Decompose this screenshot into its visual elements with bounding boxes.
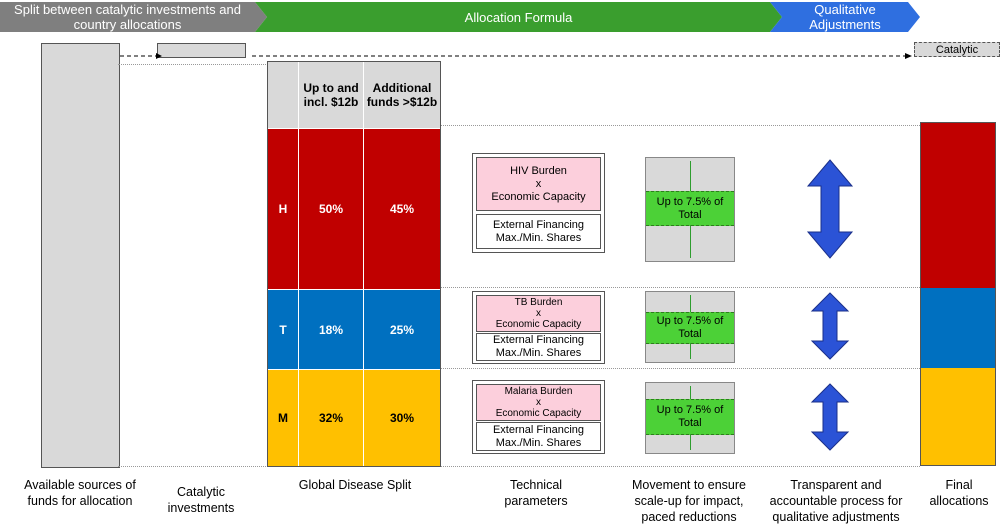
up-line <box>690 161 691 191</box>
double-arrow-icon <box>806 159 854 259</box>
label-transparent-process: Transparent and accountable process for … <box>769 478 903 524</box>
final-segment-tb <box>921 288 995 368</box>
header-chevrons <box>0 2 920 32</box>
up-line <box>690 295 691 312</box>
down-line <box>690 343 691 359</box>
param-box-tb: TB Burden x Economic Capacity External F… <box>472 291 605 364</box>
double-arrow-icon <box>810 292 850 360</box>
times-label: x <box>536 308 541 319</box>
row-m-col2: 30% <box>364 370 440 466</box>
row-h-col2: 45% <box>364 129 440 289</box>
label-movement: Movement to ensure scale-up for impact, … <box>632 478 746 524</box>
burden-label: Malaria Burden <box>504 386 573 397</box>
guide-line <box>441 125 920 126</box>
guide-line <box>441 368 920 369</box>
guide-line <box>118 466 920 467</box>
header-split-label: Split between catalytic investments and … <box>14 2 241 32</box>
times-label: x <box>536 397 541 408</box>
col2-header: Additional funds >$12b <box>364 62 440 128</box>
financing-box: External Financing Max./Min. Shares <box>476 333 601 361</box>
down-line <box>690 434 691 450</box>
disease-split-table <box>267 61 441 467</box>
label-catalytic-investments: Catalytic investments <box>167 485 235 515</box>
double-arrow-icon <box>810 383 850 451</box>
row-t-col1: 18% <box>299 290 363 369</box>
down-line <box>690 225 691 258</box>
row-label-t: T <box>268 290 298 369</box>
burden-box: TB Burden x Economic Capacity <box>476 295 601 332</box>
catalytic-bar <box>157 43 246 58</box>
param-box-malaria: Malaria Burden x Economic Capacity Exter… <box>472 380 605 454</box>
available-sources-bar <box>41 43 120 468</box>
capacity-label: Economic Capacity <box>491 190 586 203</box>
catalytic-arrow <box>120 53 912 59</box>
chevron-split <box>0 2 267 32</box>
final-allocations-bar <box>920 122 996 466</box>
movement-box-tb: Up to 7.5% of Total <box>645 291 735 363</box>
guide-line <box>441 287 920 288</box>
final-segment-malaria <box>921 368 995 465</box>
financing-box: External Financing Max./Min. Shares <box>476 214 601 249</box>
financing-box: External Financing Max./Min. Shares <box>476 422 601 451</box>
label-technical-parameters: Technical parameters <box>504 478 568 508</box>
burden-box: Malaria Burden x Economic Capacity <box>476 384 601 421</box>
row-t-col2: 25% <box>364 290 440 369</box>
guide-line <box>118 64 268 65</box>
label-global-disease-split: Global Disease Split <box>298 478 412 492</box>
times-label: x <box>535 177 542 190</box>
catalytic-tag: Catalytic <box>914 42 1000 57</box>
table-header-blank <box>268 62 298 128</box>
header-qualitative-label: Qualitative Adjustments <box>809 2 881 32</box>
capacity-label: Economic Capacity <box>495 319 582 330</box>
row-label-h: H <box>268 129 298 289</box>
movement-band: Up to 7.5% of Total <box>646 312 734 344</box>
capacity-label: Economic Capacity <box>495 408 582 419</box>
label-available-sources: Available sources of funds for allocatio… <box>24 478 136 508</box>
chevron-formula <box>255 2 782 32</box>
burden-box: HIV Burden x Economic Capacity <box>476 157 601 211</box>
movement-box-malaria: Up to 7.5% of Total <box>645 382 735 454</box>
row-h-col1: 50% <box>299 129 363 289</box>
chevron-qualitative <box>770 2 920 32</box>
up-line <box>690 386 691 399</box>
final-segment-hiv <box>921 123 995 288</box>
movement-box-hiv: Up to 7.5% of Total <box>645 157 735 262</box>
row-label-m: M <box>268 370 298 466</box>
movement-band: Up to 7.5% of Total <box>646 191 734 226</box>
header-formula-label: Allocation Formula <box>464 9 573 25</box>
param-box-hiv: HIV Burden x Economic Capacity External … <box>472 153 605 253</box>
col1-header: Up to and incl. $12b <box>299 62 363 128</box>
movement-band: Up to 7.5% of Total <box>646 399 734 435</box>
row-m-col1: 32% <box>299 370 363 466</box>
label-final-allocations: Final allocations <box>929 478 989 508</box>
burden-label: TB Burden <box>514 297 563 308</box>
burden-label: HIV Burden <box>510 164 567 177</box>
